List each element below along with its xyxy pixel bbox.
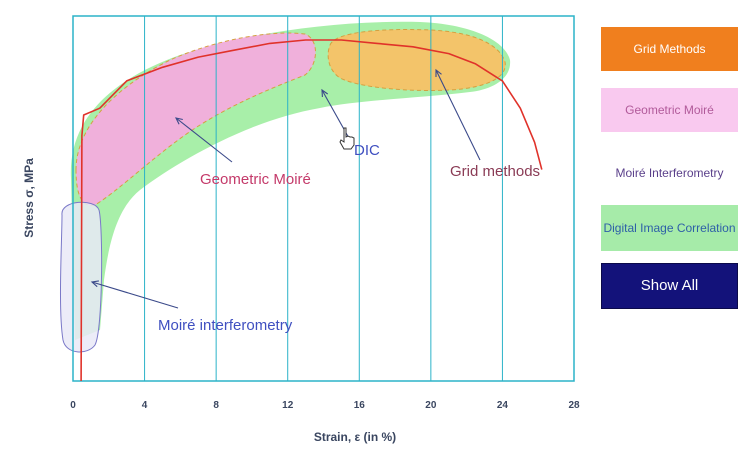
grid-layer — [144, 16, 503, 381]
region-grid-methods — [327, 29, 506, 91]
arrow-moire-interferometry — [91, 281, 179, 309]
series-line-0 — [80, 39, 543, 382]
show-all-button[interactable]: Show All — [601, 263, 738, 309]
moire-interferometry-button[interactable]: Moiré Interferometry — [601, 151, 738, 195]
x-tick-label-8: 8 — [213, 400, 219, 411]
annotation-layer: Geometric Moiré DIC Grid methods Moiré inte… — [158, 142, 540, 334]
x-tick-label-0: 0 — [70, 400, 76, 411]
x-tick-label-4: 4 — [142, 400, 148, 411]
curve-layer — [80, 39, 543, 382]
arrow-geometric-moire — [175, 117, 233, 163]
regions-layer — [59, 21, 511, 353]
annotation-dic: DIC — [354, 142, 380, 159]
annotation-geometric-moir: Geometric Moiré — [200, 171, 311, 188]
arrow-geometric-moire-head — [175, 117, 183, 125]
arrow-dic-head — [321, 88, 329, 98]
grid-methods-button[interactable]: Grid Methods — [601, 27, 738, 71]
digital-image-correlation-button[interactable]: Digital Image Correlation — [601, 205, 738, 251]
x-tick-label-12: 12 — [282, 400, 294, 411]
arrow-grid-methods — [435, 69, 481, 161]
region-geometric-moire — [75, 32, 316, 206]
x-axis-label: Strain, ε (in %) — [314, 430, 396, 444]
arrow-moire-interferometry-head — [90, 280, 99, 288]
plot-frame — [72, 15, 575, 382]
x-tick-label-16: 16 — [354, 400, 366, 411]
x-tick-label-24: 24 — [497, 400, 509, 411]
hand-cursor-icon — [339, 127, 355, 150]
y-axis-label: Stress σ, MPa — [22, 158, 36, 238]
x-tick-label-20: 20 — [425, 400, 437, 411]
annotation-grid-methods: Grid methods — [450, 163, 540, 180]
arrow-grid-methods-head — [435, 68, 442, 77]
annotation-moir-interferometry: Moiré interferometry — [158, 317, 293, 334]
geometric-moire-button[interactable]: Geometric Moiré — [601, 88, 738, 132]
x-tick-label-28: 28 — [568, 400, 580, 411]
tick-layer: 0 4 8 12 16 20 24 28 — [70, 400, 580, 411]
